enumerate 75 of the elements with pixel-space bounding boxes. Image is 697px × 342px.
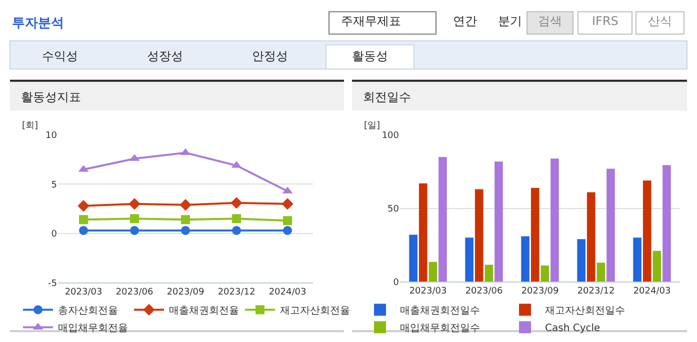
point xyxy=(282,198,294,210)
chart-title: 회전일수 xyxy=(363,90,411,104)
legend-label: 재고자산회전일수 xyxy=(545,306,625,317)
y-tick-label: 100 xyxy=(382,131,400,142)
point xyxy=(79,226,88,235)
point xyxy=(181,226,190,235)
bar xyxy=(586,192,596,282)
y-tick-label: -5 xyxy=(48,278,57,289)
point xyxy=(79,215,88,224)
y-tick-label: 50 xyxy=(388,204,400,214)
x-tick-label: 2023/09 xyxy=(166,287,204,298)
y-axis-title: [일] xyxy=(364,121,380,131)
y-tick-label: 5 xyxy=(51,180,57,190)
bar xyxy=(530,188,540,282)
text: 성장성 xyxy=(147,49,183,63)
bar xyxy=(484,264,494,282)
chart-title: 활동성지표 xyxy=(21,90,81,104)
bar xyxy=(438,157,447,282)
legend-label: 재고자산회전율 xyxy=(280,306,350,317)
x-tick-label: 2023/06 xyxy=(465,286,503,296)
text: 수익성 xyxy=(42,49,78,63)
bar xyxy=(652,250,662,282)
y-tick-label: 0 xyxy=(393,278,400,288)
y-tick-label: 0 xyxy=(51,230,58,240)
point xyxy=(130,226,139,235)
bar xyxy=(662,165,671,282)
x-tick-label: 2024/03 xyxy=(268,287,306,298)
bar xyxy=(577,239,586,282)
y-tick-label: 10 xyxy=(46,131,58,142)
point xyxy=(283,226,292,235)
text: 분기 xyxy=(498,14,522,28)
legend-label: 매출채권회전율 xyxy=(169,306,239,317)
text: IFRS xyxy=(592,14,618,28)
point xyxy=(128,198,140,210)
x-tick-label: 2023/09 xyxy=(521,286,559,296)
bar xyxy=(418,183,428,282)
bar xyxy=(494,161,503,282)
legend-label: 매입채무회전일수 xyxy=(400,323,480,334)
bar xyxy=(550,158,559,282)
bar xyxy=(633,238,642,282)
text: 투자분석 xyxy=(12,16,64,31)
bar xyxy=(521,236,530,282)
bar xyxy=(474,189,484,282)
text: 안정성 xyxy=(252,49,288,63)
x-tick-label: 2023/03 xyxy=(409,286,447,296)
text: 연간 xyxy=(453,14,477,28)
bar xyxy=(642,180,652,282)
legend-label: 총자산회전율 xyxy=(58,306,118,317)
x-tick-label: 2023/06 xyxy=(116,287,154,298)
point xyxy=(130,214,139,224)
bar xyxy=(596,262,606,282)
legend-label: Cash Cycle xyxy=(545,323,600,334)
x-tick-label: 2023/12 xyxy=(218,287,256,298)
point xyxy=(78,200,90,212)
point xyxy=(181,215,190,224)
x-tick-label: 2024/03 xyxy=(633,286,671,296)
bar xyxy=(409,234,418,282)
legend-label: 매입채무회전율 xyxy=(58,323,128,334)
point xyxy=(180,199,192,211)
point xyxy=(232,214,241,224)
legend-label: 매출채권회전일수 xyxy=(400,306,480,317)
point xyxy=(232,226,241,235)
bar xyxy=(465,238,474,282)
x-tick-label: 2023/12 xyxy=(577,286,615,296)
text: 주재무제표 xyxy=(341,14,401,28)
bar xyxy=(428,262,438,282)
text: 검색 xyxy=(538,14,562,28)
text: 산식 xyxy=(648,14,672,28)
x-tick-label: 2023/03 xyxy=(64,287,102,298)
y-axis-title: [회] xyxy=(22,121,38,131)
bar xyxy=(540,266,550,282)
bar xyxy=(606,168,615,282)
point xyxy=(230,197,242,209)
point xyxy=(283,216,292,226)
text: 활동성 xyxy=(352,49,388,63)
